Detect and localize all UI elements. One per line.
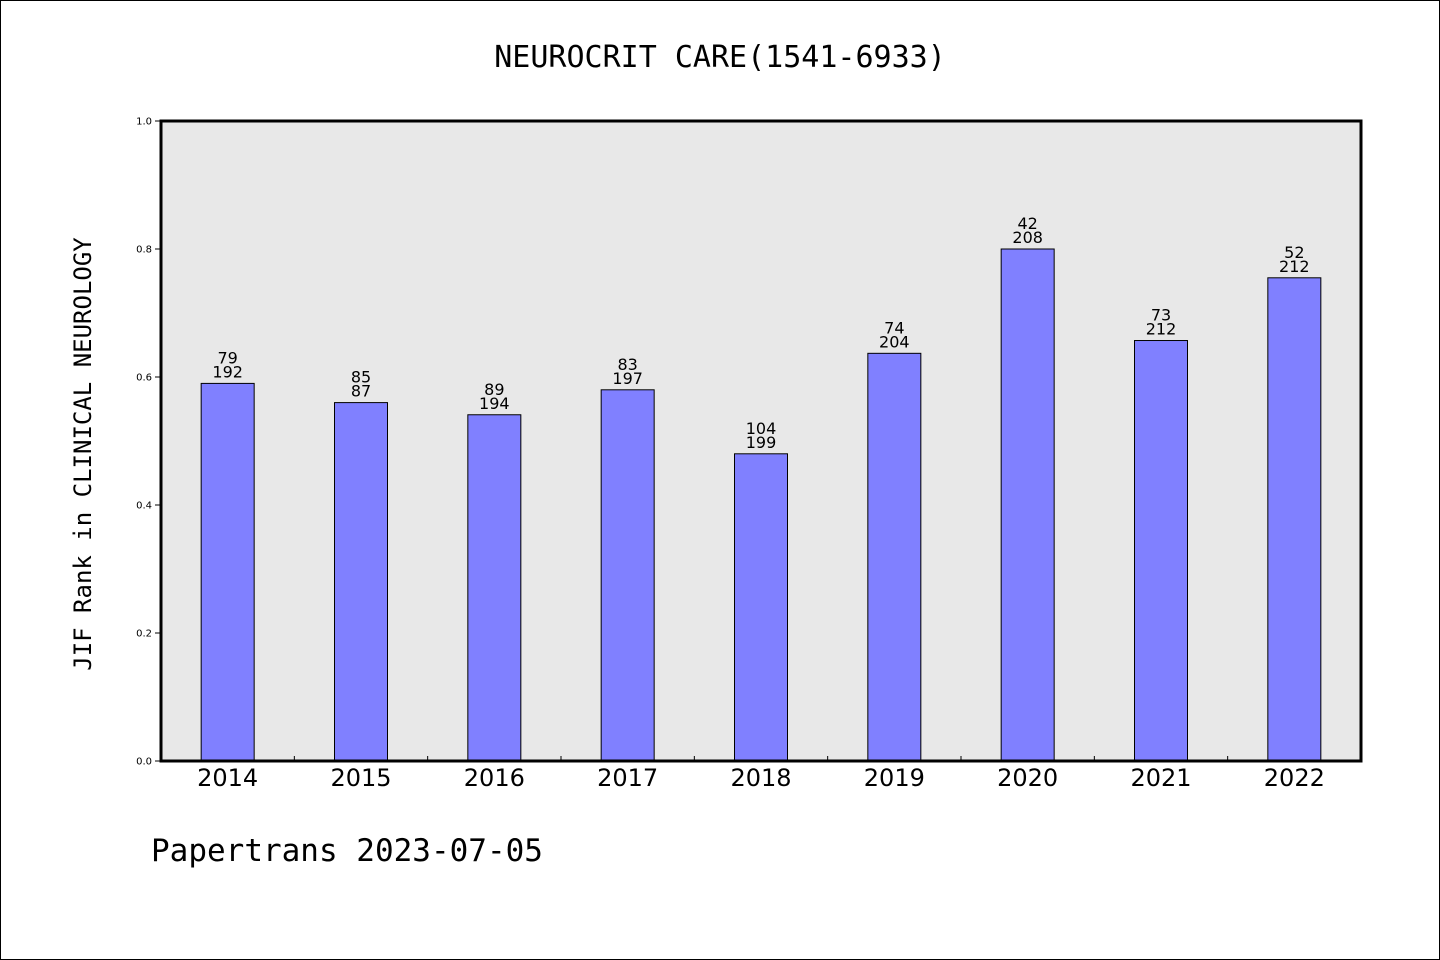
y-tick-label: 1.0 xyxy=(136,117,152,128)
x-tick-label: 2019 xyxy=(864,764,925,792)
y-tick-label: 0.8 xyxy=(136,245,152,256)
plot-border xyxy=(159,119,1363,763)
bar xyxy=(867,352,922,762)
bar-total-label: 212 xyxy=(1146,320,1177,339)
bars-group xyxy=(200,248,1322,762)
bar-rank-label: 73 xyxy=(1151,306,1171,325)
bar-total-label: 212 xyxy=(1279,257,1310,276)
bar-rank-label: 83 xyxy=(617,355,637,374)
x-tick-label: 2014 xyxy=(197,764,258,792)
x-tick-label: 2021 xyxy=(1130,764,1191,792)
bar xyxy=(467,414,522,762)
bar xyxy=(200,382,255,762)
bar-rank-label: 104 xyxy=(746,419,777,438)
x-tick-label: 2016 xyxy=(464,764,525,792)
bar-rank-label: 74 xyxy=(884,318,904,337)
y-tick-label: 0.2 xyxy=(136,629,152,640)
bar-total-label: 199 xyxy=(746,433,777,452)
x-tick-label: 2018 xyxy=(730,764,791,792)
bar xyxy=(600,389,655,762)
y-axis-label: JIF Rank in CLINICAL NEUROLOGY xyxy=(69,237,97,671)
y-tick-label: 0.4 xyxy=(136,501,152,512)
bar-total-label: 192 xyxy=(212,362,243,381)
chart-title: NEUROCRIT CARE(1541-6933) xyxy=(494,40,946,75)
y-tick-label: 0.6 xyxy=(136,373,152,384)
bar-rank-label: 42 xyxy=(1017,214,1037,233)
footer-credit: Papertrans 2023-07-05 xyxy=(151,833,543,869)
x-tick-label: 2017 xyxy=(597,764,658,792)
bar xyxy=(1000,248,1055,762)
bar xyxy=(334,402,388,762)
bar xyxy=(1134,340,1188,762)
bar-rank-label: 85 xyxy=(351,368,371,387)
bar-total-label: 87 xyxy=(351,382,371,401)
bar xyxy=(734,453,788,762)
bar-rank-label: 79 xyxy=(217,348,237,367)
bar-total-label: 194 xyxy=(479,394,510,413)
bar xyxy=(1267,277,1322,762)
bar-total-label: 204 xyxy=(879,332,910,351)
bar-rank-label: 52 xyxy=(1284,243,1304,262)
axes-group: 0.0 0.2 0.4 0.6 0.8 1.0 2014 2015 2016 2017 2018 20… xyxy=(136,117,1325,793)
x-tick-label: 2015 xyxy=(330,764,391,792)
bar-total-label: 197 xyxy=(612,369,643,388)
y-tick-label: 0.0 xyxy=(136,757,152,768)
x-tick-label: 2020 xyxy=(997,764,1058,792)
x-tick-label: 2022 xyxy=(1264,764,1325,792)
bar-total-label: 208 xyxy=(1012,228,1043,247)
bar-rank-label: 89 xyxy=(484,380,504,399)
